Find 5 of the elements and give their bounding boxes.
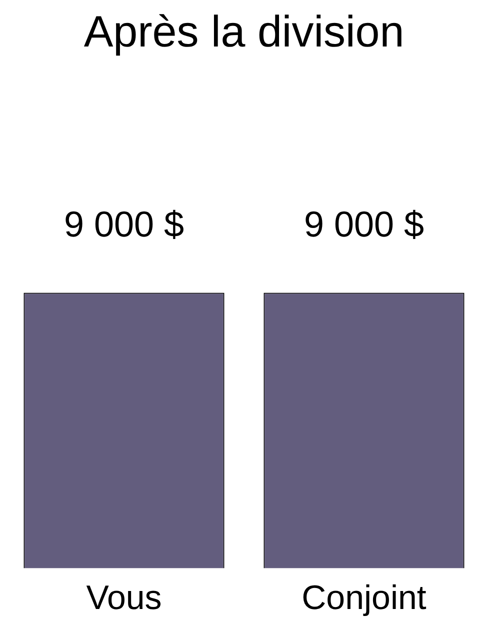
x-tick-label: Conjoint [302, 578, 427, 617]
data-label: 9 000 $ [304, 204, 424, 245]
chart-title: Après la division [84, 8, 404, 57]
data-label: 9 000 $ [64, 204, 184, 245]
x-tick-label: Vous [86, 578, 162, 617]
